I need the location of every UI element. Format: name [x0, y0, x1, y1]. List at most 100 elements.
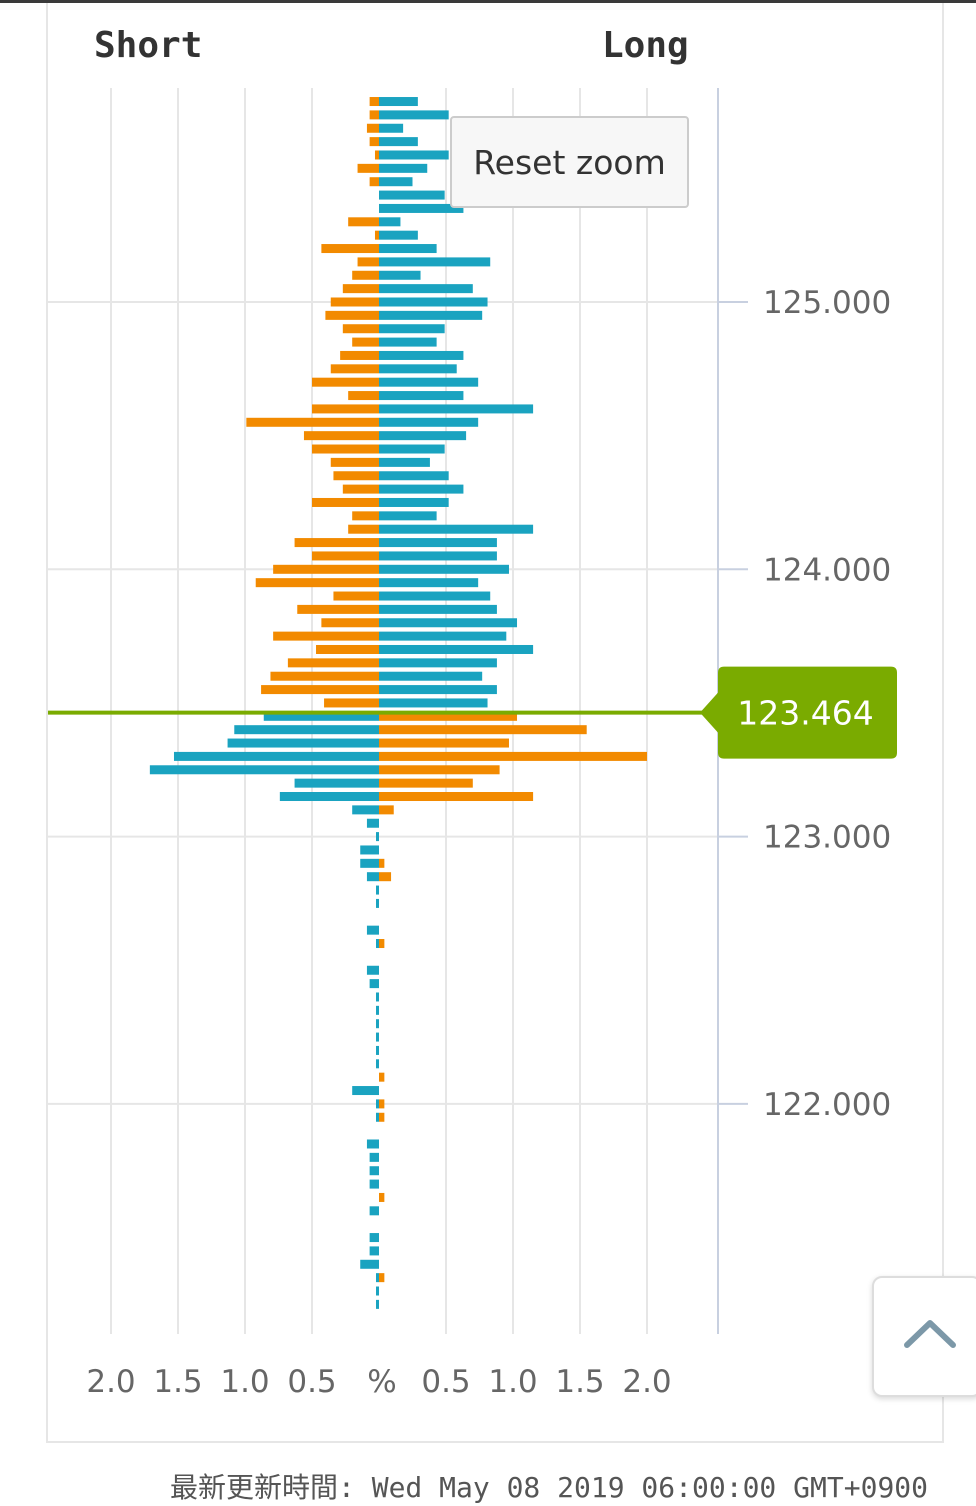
short-bar-blue — [352, 805, 379, 815]
short-bar-orange — [261, 685, 379, 695]
y-tick-label: 122.000 — [763, 1087, 891, 1123]
short-bar-orange — [270, 671, 379, 681]
short-bar-blue — [294, 778, 379, 788]
short-bar-blue — [376, 1112, 379, 1122]
long-bar-blue — [379, 484, 464, 494]
short-bar-blue — [376, 898, 379, 908]
short-bar-blue — [279, 792, 379, 802]
short-bar-blue — [376, 1019, 379, 1029]
short-bar-orange — [342, 284, 379, 294]
short-bar-orange — [312, 444, 379, 454]
short-bar-orange — [246, 417, 379, 427]
short-bar-orange — [369, 110, 379, 120]
short-bar-blue — [376, 1099, 379, 1109]
short-bar-orange — [312, 404, 379, 414]
long-bar-blue — [379, 110, 449, 120]
short-bar-blue — [376, 1032, 379, 1042]
short-bar-orange — [330, 364, 379, 374]
short-bar-orange — [303, 431, 379, 441]
short-bar-orange — [340, 350, 379, 360]
long-bar-blue — [379, 538, 497, 548]
short-bar-blue — [173, 751, 379, 761]
short-bar-blue — [376, 1045, 379, 1055]
long-bar-blue — [379, 150, 449, 160]
short-bar-blue — [366, 872, 379, 882]
short-bar-blue — [366, 818, 379, 828]
long-bar-blue — [379, 431, 467, 441]
x-tick-label: 1.5 — [555, 1364, 604, 1400]
long-bar-blue — [379, 364, 457, 374]
short-bar-blue — [369, 1179, 379, 1189]
long-bar-orange — [379, 1192, 385, 1202]
short-bar-blue — [369, 1246, 379, 1256]
long-bar-blue — [379, 97, 418, 107]
long-bar-blue — [379, 524, 534, 534]
short-bar-blue — [369, 979, 379, 989]
short-bar-orange — [324, 698, 379, 708]
short-bar-blue — [263, 711, 379, 721]
long-bar-blue — [379, 644, 534, 654]
long-bar-orange — [379, 711, 518, 721]
current-price-tag — [700, 666, 897, 759]
short-bar-blue — [369, 1166, 379, 1176]
current-price-marker: 123.464 — [48, 666, 897, 759]
short-bar-blue — [360, 1259, 379, 1269]
short-bar-blue — [234, 725, 379, 735]
long-bar-blue — [379, 324, 445, 334]
long-bar-orange — [379, 872, 392, 882]
short-bar-orange — [352, 511, 379, 521]
short-bar-orange — [348, 391, 379, 401]
long-bar-orange — [379, 858, 385, 868]
long-bar-blue — [379, 604, 497, 614]
long-bar-blue — [379, 377, 479, 387]
chart-panel — [46, 3, 944, 1443]
x-center-label: % — [367, 1364, 396, 1400]
long-bar-blue — [379, 658, 497, 668]
short-bar-orange — [333, 471, 379, 481]
long-bar-blue — [379, 444, 445, 454]
long-bar-orange — [379, 1072, 385, 1082]
short-bar-blue — [376, 1299, 379, 1309]
x-tick-label: 1.5 — [153, 1364, 202, 1400]
long-bar-orange — [379, 939, 385, 949]
long-bar-blue — [379, 244, 437, 254]
long-bar-orange — [379, 1273, 385, 1283]
back-to-top-button[interactable] — [872, 1276, 976, 1397]
long-label: Long — [602, 25, 689, 66]
long-bar-blue — [379, 404, 534, 414]
short-bar-orange — [333, 591, 379, 601]
long-bar-orange — [379, 765, 500, 775]
long-bar-blue — [379, 257, 491, 267]
long-bar-blue — [379, 310, 483, 320]
short-bar-orange — [369, 97, 379, 107]
long-bar-blue — [379, 203, 464, 213]
x-tick-label: 1.0 — [220, 1364, 269, 1400]
long-bar-blue — [379, 671, 483, 681]
short-bar-blue — [369, 1152, 379, 1162]
long-bar-blue — [379, 578, 479, 588]
short-bar-blue — [376, 1005, 379, 1015]
short-bar-orange — [352, 270, 379, 280]
top-divider — [0, 0, 976, 3]
long-bar-orange — [379, 778, 473, 788]
reset-zoom-button[interactable]: Reset zoom — [450, 116, 689, 208]
long-bar-blue — [379, 497, 449, 507]
x-tick-label: 2.0 — [622, 1364, 671, 1400]
short-bar-orange — [330, 297, 379, 307]
long-bar-orange — [379, 751, 647, 761]
long-bar-blue — [379, 631, 507, 641]
short-bar-orange — [273, 564, 379, 574]
short-bar-orange — [369, 177, 379, 187]
short-bar-orange — [348, 524, 379, 534]
long-bar-blue — [379, 417, 479, 427]
long-bar-orange — [379, 725, 587, 735]
short-bar-orange — [325, 310, 379, 320]
short-bar-blue — [360, 858, 379, 868]
long-bar-blue — [379, 337, 437, 347]
short-bar-blue — [376, 939, 379, 949]
short-bar-blue — [360, 845, 379, 855]
long-bar-orange — [379, 792, 534, 802]
long-bar-orange — [379, 805, 394, 815]
current-price-label: 123.464 — [737, 694, 873, 733]
short-bar-orange — [374, 230, 379, 240]
